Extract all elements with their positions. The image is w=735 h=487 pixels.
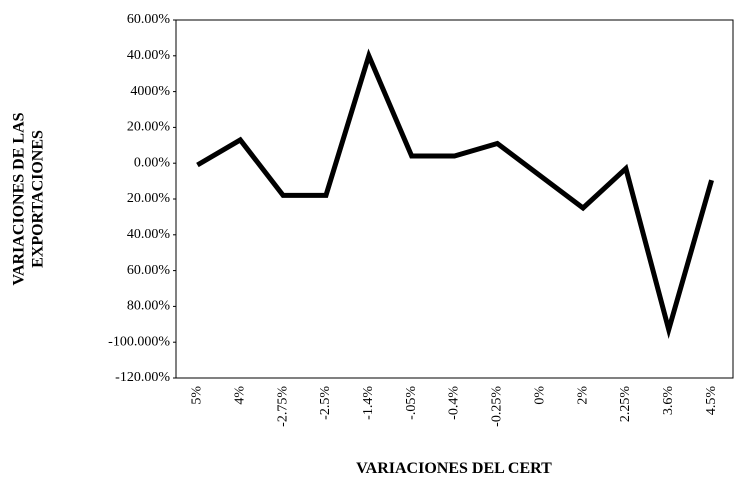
y-tick-label: 60.00%: [127, 12, 171, 27]
y-axis-title-line: EXPORTACIONES: [30, 130, 47, 268]
y-tick-label: 0.00%: [134, 155, 171, 170]
y-axis-title: VARIACIONES DE LAS EXPORTACIONES: [11, 112, 47, 285]
x-tick-label: 2%: [575, 386, 590, 405]
x-tick-label: -0.4%: [447, 386, 462, 420]
x-tick-label: 5%: [190, 386, 205, 405]
y-tick-label: -100.000%: [108, 334, 170, 349]
x-tick-label: -.05%: [404, 386, 419, 420]
x-tick-label: 2.25%: [618, 386, 633, 423]
y-tick-label: 60.00%: [127, 263, 171, 278]
x-axis-title: VARIACIONES DEL CERT: [356, 460, 552, 477]
x-tick-label: 4.5%: [704, 386, 719, 416]
x-tick-label: -0.25%: [490, 386, 505, 427]
y-tick-label: 20.00%: [127, 191, 171, 206]
line: [196, 48, 714, 340]
x-tick-label: -2.5%: [318, 386, 333, 420]
x-tick-label: 0%: [532, 386, 547, 405]
y-tick-label: 4000%: [130, 84, 170, 99]
x-tick-label: -1.4%: [361, 386, 376, 420]
y-axis-title-line: VARIACIONES DE LAS: [11, 112, 28, 285]
y-tick-label: 40.00%: [127, 48, 171, 63]
y-tick-label: 80.00%: [127, 299, 171, 314]
plot-area: [175, 19, 734, 379]
y-tick-label: -120.00%: [115, 370, 170, 385]
y-tick-label: 20.00%: [127, 120, 171, 135]
y-tick-label: 40.00%: [127, 227, 171, 242]
x-tick-label: 3.6%: [661, 386, 676, 416]
x-tick-label: 4%: [232, 386, 247, 405]
x-tick-label: -2.75%: [275, 386, 290, 427]
